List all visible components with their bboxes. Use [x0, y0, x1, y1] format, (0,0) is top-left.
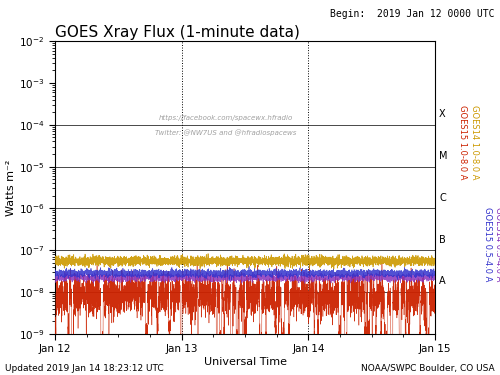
Text: X: X	[439, 109, 446, 119]
Text: Begin:  2019 Jan 12 0000 UTC: Begin: 2019 Jan 12 0000 UTC	[330, 9, 495, 20]
X-axis label: Universal Time: Universal Time	[204, 357, 286, 367]
Text: A: A	[439, 276, 446, 286]
Text: M: M	[439, 151, 448, 161]
Text: NOAA/SWPC Boulder, CO USA: NOAA/SWPC Boulder, CO USA	[362, 364, 495, 373]
Text: GOES15 1.0-8.0 A: GOES15 1.0-8.0 A	[458, 105, 467, 180]
Text: C: C	[439, 193, 446, 203]
Text: GOES14 1.0-8.0 A: GOES14 1.0-8.0 A	[470, 105, 480, 180]
Text: B: B	[439, 234, 446, 244]
Text: https://facebook.com/spacewx.hfradio: https://facebook.com/spacewx.hfradio	[159, 115, 293, 121]
Text: Updated 2019 Jan 14 18:23:12 UTC: Updated 2019 Jan 14 18:23:12 UTC	[5, 364, 164, 373]
Text: GOES14 0.5-4.0 A: GOES14 0.5-4.0 A	[494, 207, 500, 281]
Y-axis label: Watts m⁻²: Watts m⁻²	[6, 159, 16, 216]
Text: GOES15 0.5-4.0 A: GOES15 0.5-4.0 A	[483, 207, 492, 281]
Text: GOES Xray Flux (1-minute data): GOES Xray Flux (1-minute data)	[55, 25, 300, 40]
Text: Twitter: @NW7US and @hfradiospacews: Twitter: @NW7US and @hfradiospacews	[156, 129, 296, 136]
